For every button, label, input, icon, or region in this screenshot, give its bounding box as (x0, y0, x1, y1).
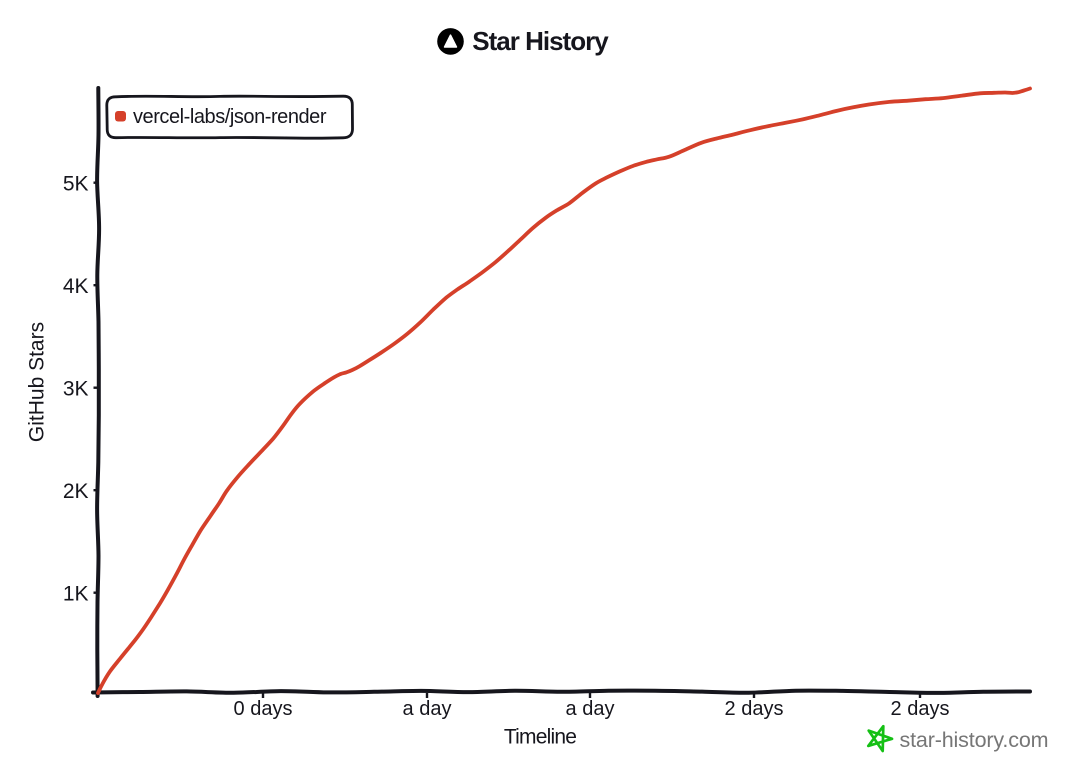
svg-text:Star History: Star History (472, 26, 609, 56)
svg-text:1K: 1K (63, 583, 89, 606)
svg-text:a day: a day (566, 698, 615, 720)
svg-text:a day: a day (403, 698, 452, 720)
svg-text:2 days: 2 days (725, 698, 784, 720)
svg-text:Timeline: Timeline (504, 726, 576, 749)
svg-text:4K: 4K (63, 275, 89, 298)
svg-text:GitHub Stars: GitHub Stars (26, 322, 49, 442)
svg-text:star-history.com: star-history.com (900, 728, 1049, 752)
svg-text:2 days: 2 days (891, 698, 950, 720)
svg-text:2K: 2K (63, 480, 89, 503)
svg-text:0 days: 0 days (234, 698, 293, 720)
svg-text:3K: 3K (63, 378, 89, 401)
svg-text:5K: 5K (63, 173, 89, 196)
svg-text:vercel-labs/json-render: vercel-labs/json-render (133, 106, 327, 128)
